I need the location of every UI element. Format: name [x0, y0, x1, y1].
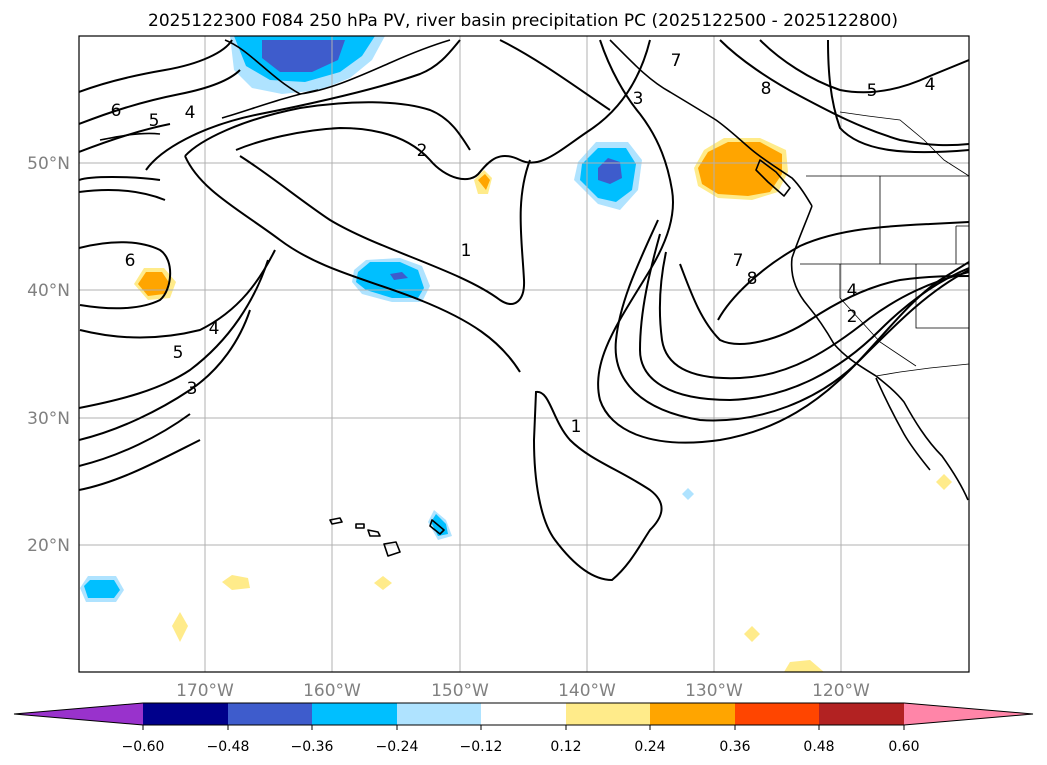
map-background: [79, 36, 969, 672]
colorbar-swatch-neg036: [312, 703, 397, 725]
colorbar-over-arrow: [904, 703, 1033, 725]
lon-label-150w: 150°W: [431, 681, 489, 701]
colorbar-tick-label: −0.36: [291, 739, 334, 755]
contour-label: 3: [187, 379, 198, 399]
map-title: 2025122300 F084 250 hPa PV, river basin …: [148, 11, 898, 31]
contour-label: 1: [461, 241, 472, 261]
positive-anomaly-small-6: [784, 660, 824, 672]
pv-contour-4: [79, 39, 969, 422]
us-mexico-border: [875, 363, 969, 377]
positive-anomaly-small-3: [374, 576, 392, 590]
precip-anomaly-layer: [80, 36, 952, 672]
vancouver-island: [755, 159, 791, 197]
negative-anomaly-north-pacific-strong: [262, 40, 345, 72]
hawaii-islands: [329, 517, 445, 557]
negative-anomaly-southwest-core: [84, 580, 120, 598]
map-frame: [78, 35, 970, 673]
lon-label-120w: 120°W: [812, 681, 870, 701]
colorbar-tick-label: 0.60: [888, 739, 919, 755]
colorbar-swatch-neg048: [228, 703, 312, 725]
baja-california-coast: [875, 377, 931, 471]
colorbar-swatch-neg024: [397, 703, 481, 725]
colorbar-swatch-pos012: [566, 703, 650, 725]
colorbar-tick-label: −0.48: [207, 739, 250, 755]
lat-label-50n: 50°N: [27, 154, 70, 174]
lon-label-140w: 140°W: [558, 681, 616, 701]
contour-label: 4: [925, 75, 936, 95]
contour-label: 4: [209, 319, 220, 339]
colorbar-under-arrow: [14, 703, 143, 725]
pv-contour-high-ne: [719, 39, 969, 154]
colorbar-tick-label: −0.12: [460, 739, 503, 755]
longitude-labels: 170°W 160°W 150°W 140°W 130°W 120°W: [176, 681, 870, 701]
contour-labels: 6 5 4 2 1 3 7 8 6 5 4 3 1 7 8 5 4 4 2: [111, 51, 936, 437]
pv-contour-1-south: [239, 155, 531, 305]
contour-label: 6: [111, 101, 122, 121]
pv-contour-6: [79, 241, 969, 441]
negative-anomaly-central-strong: [390, 272, 408, 280]
colorbar-ticks: [142, 725, 905, 730]
contour-label: 7: [671, 51, 682, 71]
contour-label: 6: [125, 251, 136, 271]
contour-label: 8: [761, 79, 772, 99]
contour-label: 1: [571, 417, 582, 437]
contour-label: 2: [417, 141, 428, 161]
colorbar-swatch-neutral: [481, 703, 566, 725]
positive-anomaly-small-4: [172, 612, 188, 642]
pv-contour-7: [79, 263, 969, 467]
lon-label-130w: 130°W: [685, 681, 743, 701]
contour-label: 5: [867, 81, 878, 101]
contour-label: 4: [185, 103, 196, 123]
positive-anomaly-small-5: [744, 626, 760, 642]
negative-anomaly-gulf-alaska-strong: [598, 158, 622, 184]
colorbar-tick-label: 0.24: [634, 739, 665, 755]
pv-contour-west-upper: [79, 39, 241, 153]
graticule: [79, 36, 969, 672]
latitude-labels: 50°N 40°N 30°N 20°N: [27, 154, 70, 556]
contour-label: 3: [633, 89, 644, 109]
positive-anomaly-small-7: [936, 474, 952, 490]
state-borders: [800, 176, 969, 367]
british-columbia-coast: [609, 39, 813, 207]
contour-label: 4: [847, 281, 858, 301]
colorbar-tick-label: −0.24: [376, 739, 419, 755]
contour-label: 8: [747, 269, 758, 289]
lat-label-40n: 40°N: [27, 281, 70, 301]
map-panel: 6 5 4 2 1 3 7 8 6 5 4 3 1 7 8 5 4 4 2: [78, 35, 970, 673]
lat-label-20n: 20°N: [27, 536, 70, 556]
colorbar-tick-label: 0.12: [550, 739, 581, 755]
colorbar: −0.60 −0.48 −0.36 −0.24 −0.12 0.12 0.24 …: [13, 702, 1034, 755]
pv-contour-1-tongue: [532, 391, 663, 582]
contour-label: 7: [733, 251, 744, 271]
positive-anomaly-pacific-northwest-core: [698, 142, 782, 196]
lon-label-160w: 160°W: [303, 681, 361, 701]
alaska-canada-border: [839, 111, 969, 177]
colorbar-tick-label: −0.60: [122, 739, 165, 755]
pv-contour-8: [79, 221, 969, 491]
colorbar-swatch-neg060: [143, 703, 228, 725]
colorbar-tick-label: 0.36: [719, 739, 750, 755]
political-borders: [800, 111, 969, 377]
pv-contour-5: [79, 189, 969, 409]
negative-anomaly-small: [682, 488, 694, 500]
contour-label: 2: [847, 307, 858, 327]
colorbar-swatch-pos024: [650, 703, 735, 725]
lat-label-30n: 30°N: [27, 409, 70, 429]
negative-anomaly-central-core: [356, 262, 424, 298]
positive-anomaly-small-2: [222, 575, 250, 590]
pv-contour-2: [184, 101, 521, 373]
positive-anomaly-small-1-core: [478, 174, 490, 190]
pv-contour-1-main: [235, 39, 651, 181]
contour-label: 5: [173, 343, 184, 363]
colorbar-swatch-pos048: [819, 703, 904, 725]
colorbar-tick-label: 0.48: [803, 739, 834, 755]
pv-contours: [79, 39, 969, 582]
colorbar-swatch-pos036: [735, 703, 819, 725]
lon-label-170w: 170°W: [176, 681, 234, 701]
contour-label: 5: [149, 111, 160, 131]
